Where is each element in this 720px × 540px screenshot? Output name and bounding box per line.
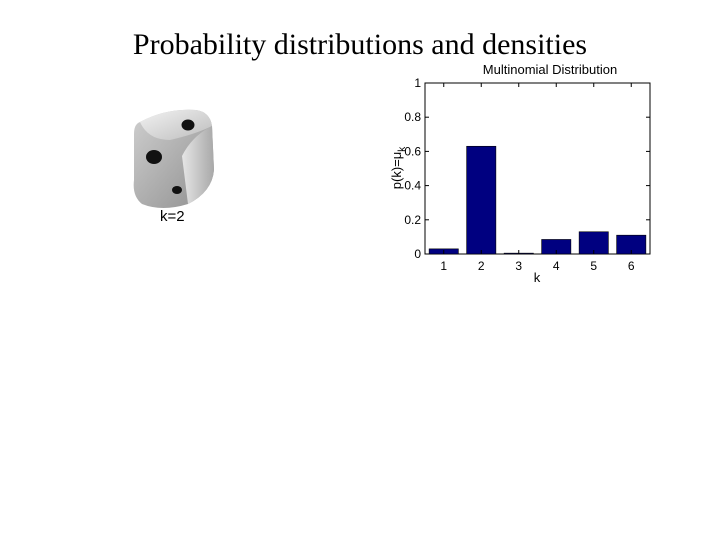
- x-tick-label: 4: [553, 259, 560, 273]
- die-icon: [133, 109, 214, 208]
- multinomial-chart: Multinomial Distribution 0 0.2 0.4 0.6 0.8 1 …: [365, 58, 665, 298]
- dice-caption: k=2: [160, 208, 185, 225]
- x-tick-label: 6: [628, 259, 635, 273]
- y-axis-label-subscript: k: [397, 146, 408, 152]
- dice-figure: [126, 100, 234, 224]
- slide-title: Probability distributions and densities: [132, 28, 588, 61]
- x-axis-label: k: [534, 270, 541, 285]
- y-axis-label-main: p(k)=μ: [389, 152, 404, 189]
- y-tick-label: 0.6: [404, 144, 421, 158]
- x-tick-label: 1: [440, 259, 447, 273]
- bars: [428, 145, 647, 255]
- y-tick-label: 0.4: [404, 179, 421, 193]
- y-tick-label: 0: [414, 247, 421, 261]
- y-axis: 0 0.2 0.4 0.6 0.8 1: [404, 76, 650, 261]
- x-tick-label: 5: [590, 259, 597, 273]
- bar-2: [466, 145, 497, 255]
- y-tick-label: 0.8: [404, 110, 421, 124]
- chart-title: Multinomial Distribution: [483, 62, 617, 77]
- x-axis: 1 2 3 4 5 6: [440, 83, 635, 273]
- y-axis-label: p(k)=μk: [389, 146, 408, 189]
- x-tick-label: 3: [515, 259, 522, 273]
- plot-frame: [424, 82, 651, 255]
- x-tick-label: 2: [478, 259, 485, 273]
- y-tick-label: 1: [414, 76, 421, 90]
- chart-svg: Multinomial Distribution 0 0.2 0.4 0.6 0.8 1 …: [389, 62, 651, 285]
- y-tick-label: 0.2: [404, 213, 421, 227]
